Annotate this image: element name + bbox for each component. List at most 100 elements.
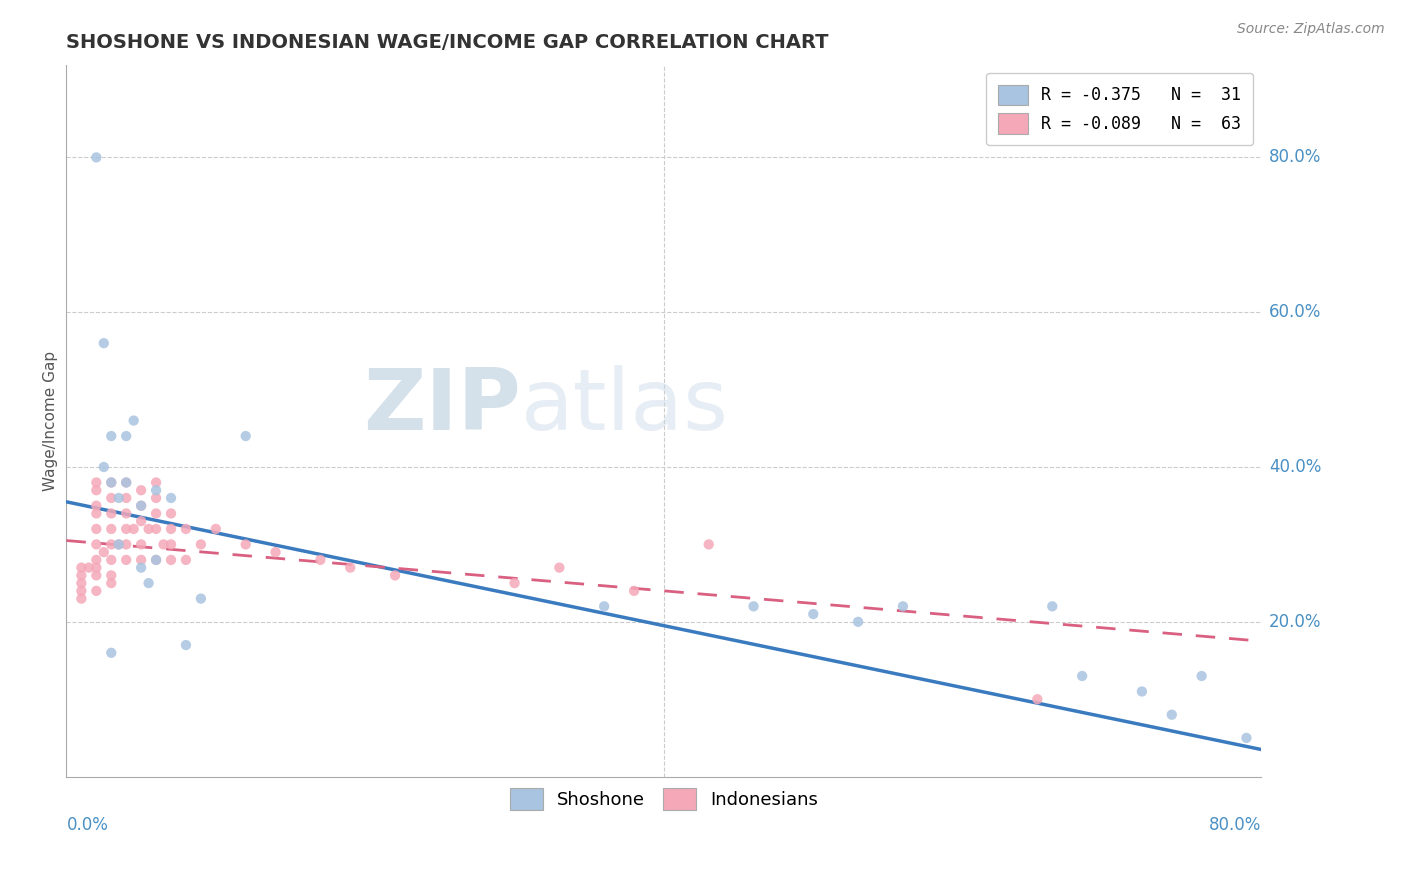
Point: [548, 560, 571, 574]
Point: [846, 615, 869, 629]
Point: [145, 507, 167, 521]
Point: [152, 537, 174, 551]
Point: [100, 507, 122, 521]
Point: [100, 646, 122, 660]
Point: [70, 560, 93, 574]
Point: [115, 553, 138, 567]
Point: [93, 460, 115, 475]
Point: [384, 568, 406, 582]
Point: [70, 591, 93, 606]
Text: 80.0%: 80.0%: [1268, 148, 1322, 167]
Point: [93, 545, 115, 559]
Point: [160, 491, 183, 505]
Point: [138, 522, 160, 536]
Legend: Shoshone, Indonesians: Shoshone, Indonesians: [499, 777, 828, 821]
Text: 60.0%: 60.0%: [1268, 303, 1322, 321]
Point: [86, 537, 108, 551]
Point: [160, 553, 183, 567]
Text: Source: ZipAtlas.com: Source: ZipAtlas.com: [1237, 22, 1385, 37]
Point: [115, 491, 138, 505]
Point: [122, 413, 145, 427]
Point: [145, 522, 167, 536]
Point: [1071, 669, 1094, 683]
Point: [100, 429, 122, 443]
Point: [1130, 684, 1153, 698]
Point: [86, 483, 108, 498]
Point: [86, 150, 108, 164]
Point: [100, 568, 122, 582]
Point: [1191, 669, 1213, 683]
Point: [801, 607, 824, 621]
Point: [160, 507, 183, 521]
Point: [1236, 731, 1258, 745]
Point: [160, 537, 183, 551]
Point: [503, 576, 526, 591]
Point: [86, 560, 108, 574]
Text: 80.0%: 80.0%: [1209, 816, 1261, 834]
Point: [145, 491, 167, 505]
Point: [86, 568, 108, 582]
Point: [86, 522, 108, 536]
Point: [115, 475, 138, 490]
Point: [129, 499, 152, 513]
Point: [115, 429, 138, 443]
Text: 0.0%: 0.0%: [66, 816, 108, 834]
Point: [145, 553, 167, 567]
Point: [339, 560, 361, 574]
Point: [145, 475, 167, 490]
Point: [100, 537, 122, 551]
Point: [129, 537, 152, 551]
Y-axis label: Wage/Income Gap: Wage/Income Gap: [44, 351, 58, 491]
Point: [174, 553, 197, 567]
Point: [235, 537, 257, 551]
Point: [115, 522, 138, 536]
Point: [100, 522, 122, 536]
Point: [309, 553, 332, 567]
Point: [593, 599, 616, 614]
Point: [1026, 692, 1049, 706]
Point: [138, 576, 160, 591]
Point: [190, 537, 212, 551]
Point: [70, 576, 93, 591]
Point: [891, 599, 914, 614]
Point: [100, 553, 122, 567]
Point: [129, 483, 152, 498]
Point: [100, 475, 122, 490]
Point: [1040, 599, 1063, 614]
Point: [174, 638, 197, 652]
Point: [174, 522, 197, 536]
Point: [623, 583, 645, 598]
Point: [86, 583, 108, 598]
Point: [129, 553, 152, 567]
Point: [70, 583, 93, 598]
Point: [145, 553, 167, 567]
Point: [145, 483, 167, 498]
Text: SHOSHONE VS INDONESIAN WAGE/INCOME GAP CORRELATION CHART: SHOSHONE VS INDONESIAN WAGE/INCOME GAP C…: [66, 33, 830, 52]
Point: [742, 599, 765, 614]
Point: [107, 537, 129, 551]
Point: [129, 560, 152, 574]
Point: [86, 507, 108, 521]
Point: [100, 576, 122, 591]
Text: atlas: atlas: [520, 365, 728, 448]
Point: [115, 537, 138, 551]
Point: [86, 499, 108, 513]
Point: [100, 491, 122, 505]
Point: [129, 514, 152, 528]
Point: [93, 336, 115, 351]
Point: [264, 545, 287, 559]
Point: [129, 499, 152, 513]
Point: [115, 507, 138, 521]
Point: [86, 553, 108, 567]
Text: 40.0%: 40.0%: [1268, 458, 1322, 476]
Point: [160, 522, 183, 536]
Point: [122, 522, 145, 536]
Point: [115, 475, 138, 490]
Point: [100, 475, 122, 490]
Point: [204, 522, 226, 536]
Point: [86, 475, 108, 490]
Point: [70, 568, 93, 582]
Point: [1160, 707, 1182, 722]
Text: ZIP: ZIP: [363, 365, 520, 448]
Point: [697, 537, 720, 551]
